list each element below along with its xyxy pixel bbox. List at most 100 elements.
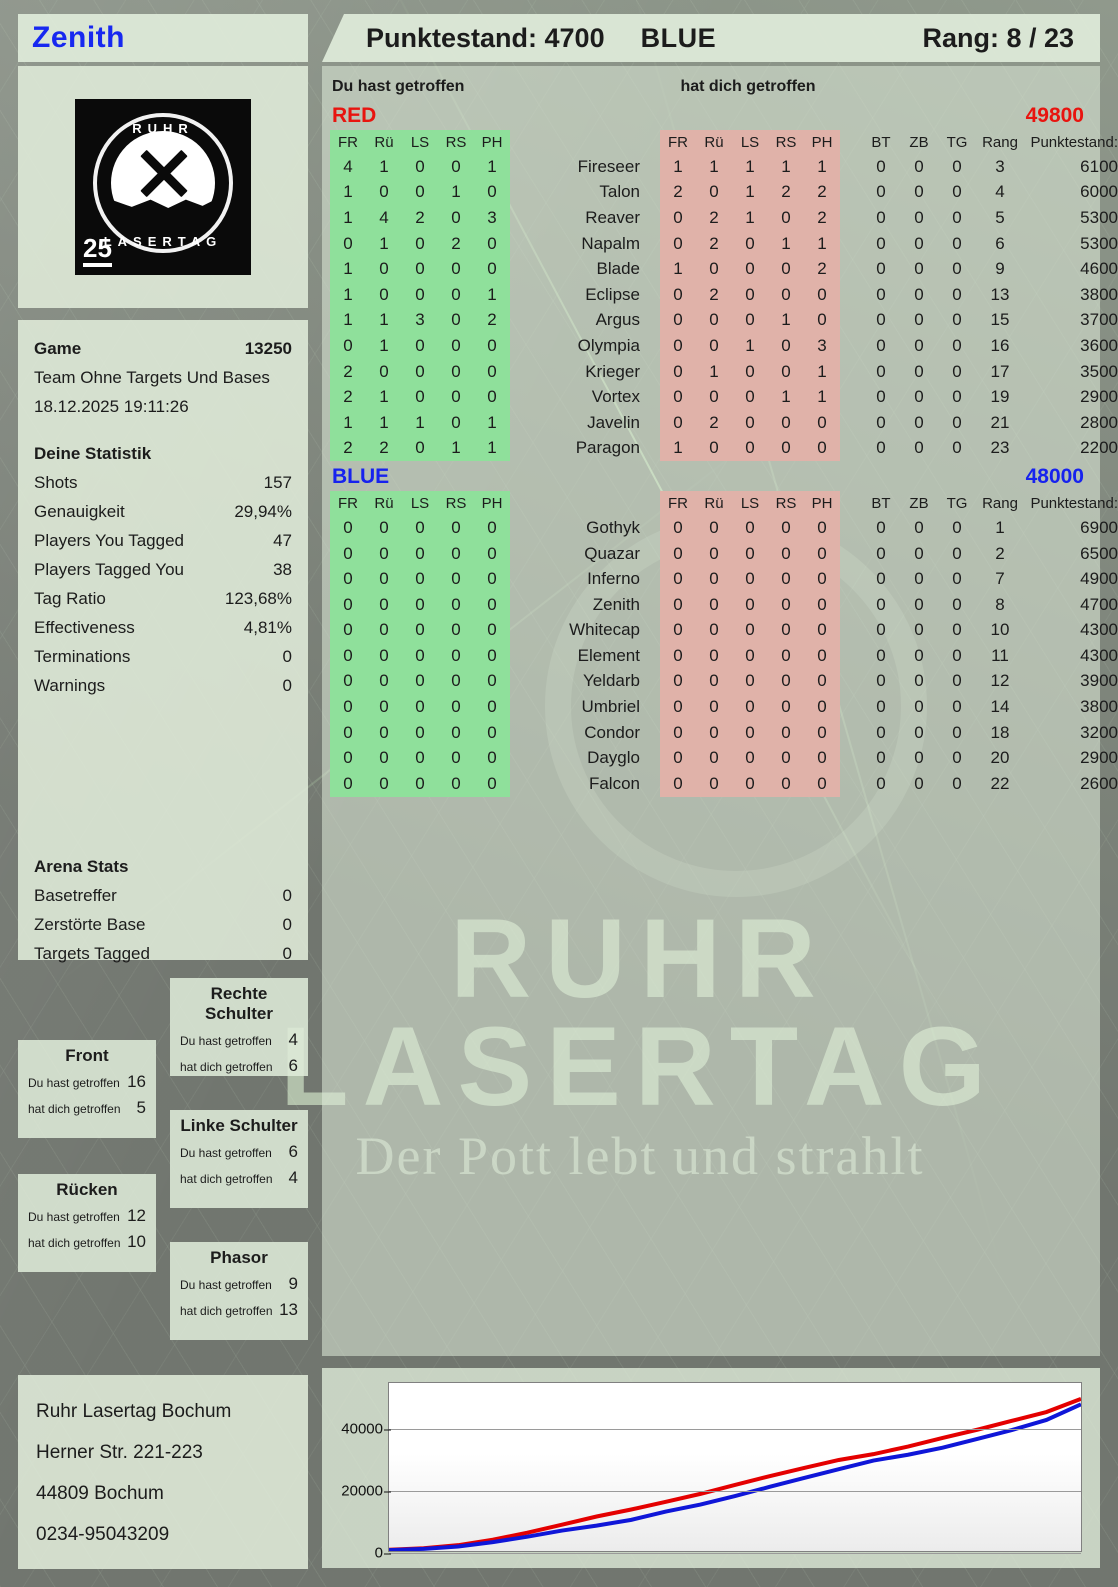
table-row[interactable]: 0 0 0 0 0 Element 0 0 0 0 0 0 0 0 11 4300: [330, 643, 1118, 669]
cell-got-hit: 0: [696, 719, 732, 746]
personal-stat-row-label: Players You Tagged: [34, 531, 184, 550]
table-row[interactable]: 0 0 0 0 0 Dayglo 0 0 0 0 0 0 0 0 20 2900: [330, 745, 1118, 772]
table-row[interactable]: 0 1 0 2 0 Napalm 0 2 0 1 1 0 0 0 6 5300: [330, 230, 1118, 257]
cell-bt: 0: [876, 517, 886, 537]
cell-hit: 0: [438, 307, 474, 334]
game-label: Game: [34, 339, 82, 358]
cell-hit: 0: [438, 409, 474, 436]
cell-score: 3800: [1080, 697, 1118, 717]
cell-hit: 0: [330, 540, 366, 567]
bodypart-title: Linke Schulter: [180, 1116, 298, 1135]
col-head-TG: TG: [946, 133, 968, 151]
cell-hit: 0: [402, 358, 438, 385]
cell-bt: 0: [876, 620, 886, 640]
cell-rang: 4: [995, 182, 1005, 202]
personal-stat-row: Players You Tagged 47: [34, 526, 292, 555]
table-row[interactable]: 0 0 0 0 0 Falcon 0 0 0 0 0 0 0 0 22 2600: [330, 771, 1118, 797]
table-row[interactable]: 0 0 0 0 0 Whitecap 0 0 0 0 0 0 0 0 10 4300: [330, 617, 1118, 644]
cell-hit: 0: [402, 617, 438, 644]
cell-got-hit: 0: [696, 617, 732, 644]
cell-hit: 0: [330, 771, 366, 797]
address-line: 0234-95043209: [36, 1524, 170, 1545]
cell-bt: 0: [876, 156, 886, 176]
cell-bt: 0: [876, 438, 886, 458]
table-row[interactable]: 0 0 0 0 0 Gothyk 0 0 0 0 0 0 0 0 1 6900: [330, 515, 1118, 541]
table-row[interactable]: 0 0 0 0 0 Yeldarb 0 0 0 0 0 0 0 0 12 3900: [330, 668, 1118, 695]
cell-got-hit: 0: [696, 384, 732, 410]
team-table-blue: FR Rü LS RS PH FR Rü LS RS PH BT ZB TG Rang Punktestan…: [330, 491, 1118, 797]
cell-hit: 0: [438, 591, 474, 618]
cell-tg: 0: [952, 620, 962, 640]
cell-bt: 0: [876, 773, 886, 793]
cell-got-hit: 0: [660, 591, 696, 618]
cell-player-name: Blade: [596, 259, 640, 279]
table-row[interactable]: 1 1 1 0 1 Javelin 0 2 0 0 0 0 0 0 21 2800: [330, 409, 1118, 436]
cell-player-name: Whitecap: [569, 620, 640, 640]
table-row[interactable]: 1 0 0 0 0 Blade 1 0 0 0 2 0 0 0 9 4600: [330, 256, 1118, 282]
cell-got-hit: 0: [696, 694, 732, 720]
bodypart-tagged-you-value: 4: [288, 1168, 298, 1187]
game-datetime: 18.12.2025 19:11:26: [34, 397, 189, 416]
game-row: Game 13250: [34, 334, 292, 363]
table-row[interactable]: 0 0 0 0 0 Umbriel 0 0 0 0 0 0 0 0 14 3800: [330, 694, 1118, 720]
cell-player-name: Eclipse: [585, 284, 640, 304]
chart-line-red: [389, 1399, 1081, 1550]
cell-got-hit: 1: [804, 154, 840, 180]
cell-got-hit: 0: [732, 540, 768, 567]
cell-hit: 0: [474, 719, 510, 746]
table-row[interactable]: 4 1 0 0 1 Fireseer 1 1 1 1 1 0 0 0 3 6100: [330, 154, 1118, 180]
bodypart-box-linke-schulter: Linke Schulter Du hast getroffen 6 hat d…: [170, 1110, 308, 1208]
cell-hit: 0: [402, 771, 438, 797]
cell-got-hit: 0: [732, 230, 768, 257]
cell-rang: 20: [990, 748, 1010, 768]
bodypart-you-tagged-row: Du hast getroffen 4: [180, 1030, 298, 1050]
col-head-ZB: ZB: [909, 494, 929, 512]
cell-got-hit: 0: [804, 771, 840, 797]
game-mode: Team Ohne Targets Und Bases: [34, 368, 270, 387]
table-row[interactable]: 2 0 0 0 0 Krieger 0 1 0 0 1 0 0 0 17 3500: [330, 358, 1118, 385]
cell-hit: 0: [474, 230, 510, 257]
col-head-TG: TG: [946, 494, 968, 512]
table-row[interactable]: 2 1 0 0 0 Vortex 0 0 0 1 1 0 0 0 19 2900: [330, 384, 1118, 410]
cell-rang: 10: [990, 620, 1010, 640]
cell-got-hit: 0: [660, 566, 696, 592]
cell-got-hit: 0: [768, 668, 804, 695]
cell-rang: 8: [995, 594, 1005, 614]
cell-zb: 0: [914, 259, 924, 279]
ruhr-lasertag-logo-icon: RUHR LASERTAG 25: [75, 99, 251, 275]
table-row[interactable]: 0 0 0 0 0 Inferno 0 0 0 0 0 0 0 0 7 4900: [330, 566, 1118, 592]
bodypart-tagged-you-value: 5: [136, 1098, 146, 1117]
cell-bt: 0: [876, 594, 886, 614]
personal-stat-row-value: 47: [273, 531, 292, 550]
table-row[interactable]: 0 0 0 0 0 Zenith 0 0 0 0 0 0 0 0 8 4700: [330, 591, 1118, 618]
cell-got-hit: 0: [732, 409, 768, 436]
table-row[interactable]: 0 0 0 0 0 Condor 0 0 0 0 0 0 0 0 18 3200: [330, 719, 1118, 746]
table-row[interactable]: 0 0 0 0 0 Quazar 0 0 0 0 0 0 0 0 2 6500: [330, 540, 1118, 567]
bodypart-you-tagged-label: Du hast getroffen: [180, 1034, 272, 1048]
cell-hit: 3: [474, 205, 510, 231]
cell-hit: 2: [438, 230, 474, 257]
cell-got-hit: 0: [804, 540, 840, 567]
cell-got-hit: 0: [696, 307, 732, 334]
table-row[interactable]: 1 0 0 0 1 Eclipse 0 2 0 0 0 0 0 0 13 3800: [330, 281, 1118, 308]
cell-got-hit: 0: [768, 281, 804, 308]
table-row[interactable]: 1 0 0 1 0 Talon 2 0 1 2 2 0 0 0 4 6000: [330, 179, 1118, 206]
arena-stats-list: Basetreffer 0 Zerstörte Base 0 Targets Tagge…: [34, 881, 292, 968]
personal-stat-row-value: 157: [263, 473, 292, 492]
logo-panel: RUHR LASERTAG 25: [18, 66, 308, 308]
table-row[interactable]: 1 4 2 0 3 Reaver 0 2 1 0 2 0 0 0 5 5300: [330, 205, 1118, 231]
personal-stat-row-label: Shots: [34, 473, 78, 492]
bodypart-you-tagged-label: Du hast getroffen: [180, 1278, 272, 1292]
cell-rang: 18: [990, 722, 1010, 742]
table-row[interactable]: 2 2 0 1 1 Paragon 1 0 0 0 0 0 0 0 23 2200: [330, 435, 1118, 462]
col-head-BT: BT: [871, 494, 891, 512]
cell-player-name: Yeldarb: [582, 671, 640, 691]
cell-zb: 0: [914, 671, 924, 691]
table-row[interactable]: 0 1 0 0 0 Olympia 0 0 1 0 3 0 0 0 16 3600: [330, 333, 1118, 359]
bodypart-title: Rücken: [56, 1180, 118, 1199]
col-head-got-RS: RS: [768, 130, 804, 154]
cell-got-hit: 0: [768, 745, 804, 772]
cell-got-hit: 0: [660, 540, 696, 567]
table-row[interactable]: 1 1 3 0 2 Argus 0 0 0 1 0 0 0 0 15 3700: [330, 307, 1118, 334]
cell-bt: 0: [876, 645, 886, 665]
